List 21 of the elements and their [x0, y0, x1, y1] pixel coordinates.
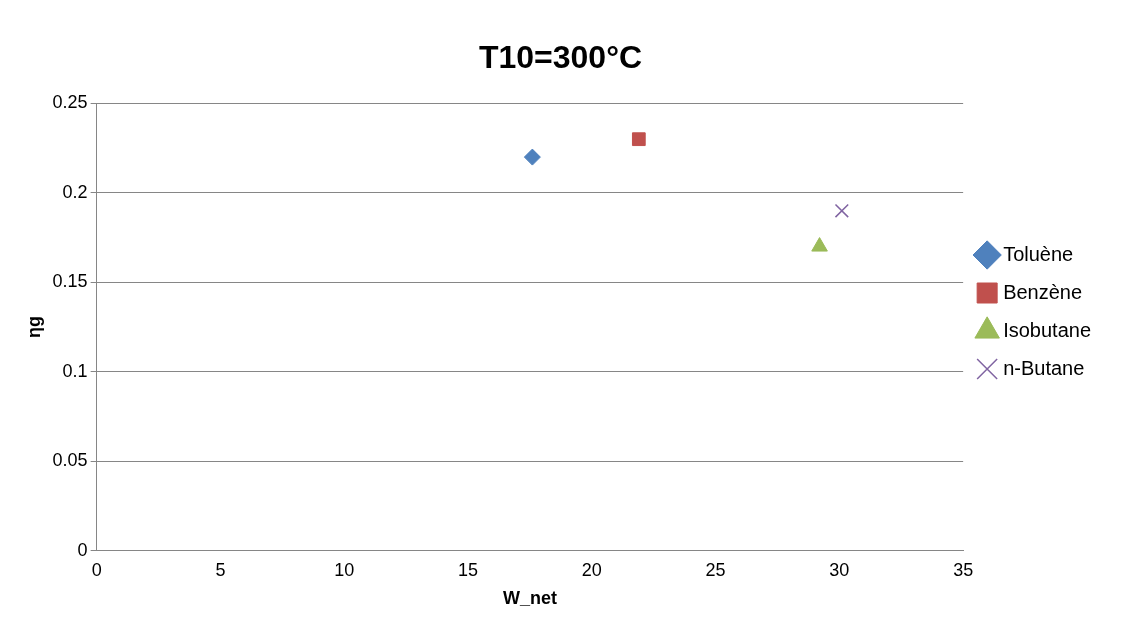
legend-label: Benzène [1003, 280, 1083, 303]
y-tick-label: 0 [77, 539, 88, 560]
y-tick-label: 0.2 [62, 181, 88, 202]
x-tick-label: 5 [215, 559, 226, 580]
x-tick-label: 25 [705, 559, 726, 580]
legend-label: n-Butane [1003, 356, 1085, 379]
legend-label: Isobutane [1003, 318, 1092, 341]
legend-label: Toluène [1003, 242, 1074, 265]
x-tick-label: 30 [829, 559, 850, 580]
x-tick-label: 10 [334, 559, 355, 580]
x-axis-title: W_net [502, 588, 557, 609]
x-tick-label: 0 [91, 559, 102, 580]
y-tick-label: 0.1 [62, 360, 88, 381]
x-tick-label: 15 [457, 559, 479, 580]
chart-title: T10=300°C [478, 39, 643, 76]
x-tick-label: 35 [953, 559, 974, 580]
y-tick-label: 0.25 [52, 92, 88, 113]
y-tick-label: 0.05 [52, 450, 88, 471]
x-tick-label: 20 [581, 559, 602, 580]
y-tick-label: 0.15 [52, 271, 88, 292]
y-axis-title: ηg [23, 316, 44, 339]
